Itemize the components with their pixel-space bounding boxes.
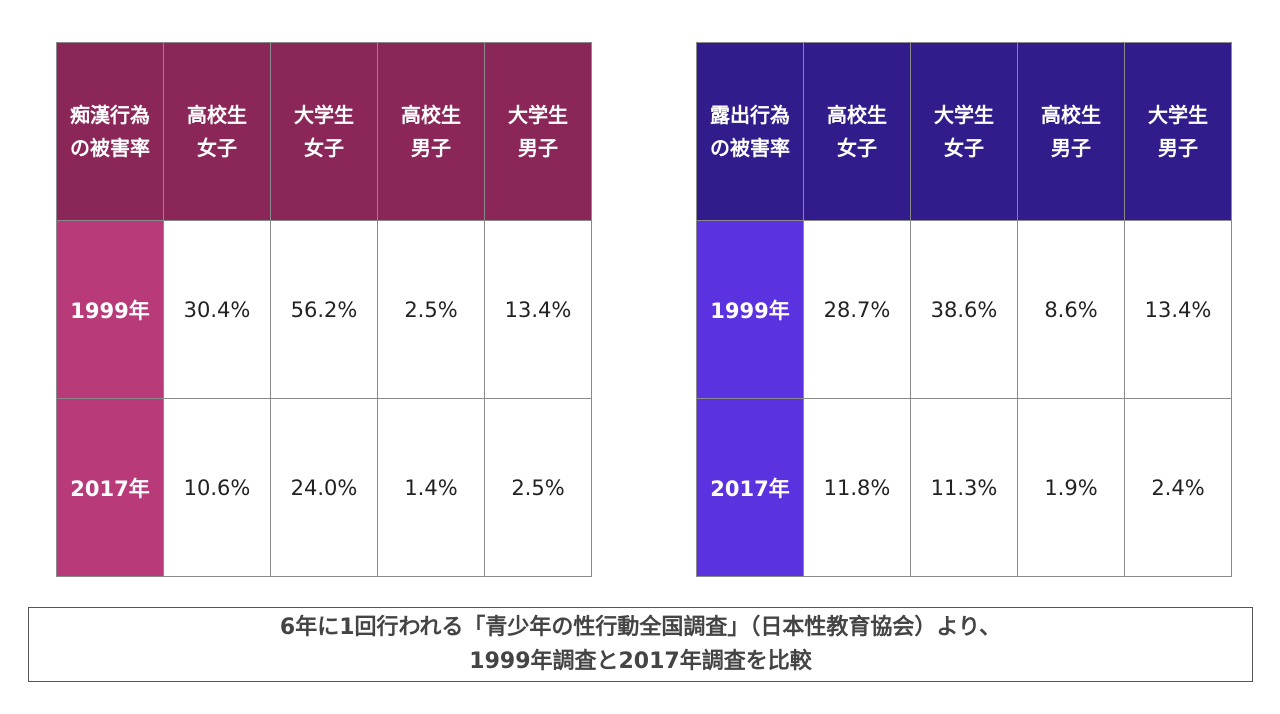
table-cell: 11.3% (910, 398, 1018, 577)
corner-line-2: の被害率 (70, 135, 150, 160)
molestation-victim-rate-table: 痴漢行為 の被害率 高校生 女子 大学生 女子 高校生 男子 大学生 男子 1999年 30.4% 56… (56, 42, 592, 577)
table-cell: 2.5% (484, 398, 592, 577)
column-header-line-2: 女子 (197, 135, 237, 160)
column-header-line-2: 男子 (411, 135, 451, 160)
corner-line-1: 露出行為 (710, 102, 790, 127)
column-header-line-2: 女子 (304, 135, 344, 160)
table-cell: 1.9% (1017, 398, 1125, 577)
table-row: 1999年 28.7% 38.6% 8.6% 13.4% (696, 220, 1232, 399)
column-header-line-1: 高校生 (827, 102, 887, 127)
column-header-line-2: 女子 (944, 135, 984, 160)
table-cell: 2.4% (1124, 398, 1232, 577)
table-cell: 38.6% (910, 220, 1018, 399)
column-header-line-1: 大学生 (934, 102, 994, 127)
column-header-line-2: 女子 (837, 135, 877, 160)
header-row: 露出行為 の被害率 高校生 女子 大学生 女子 高校生 男子 大学生 男子 (696, 42, 1232, 221)
column-header-line-1: 大学生 (1148, 102, 1208, 127)
table-row: 2017年 11.8% 11.3% 1.9% 2.4% (696, 398, 1232, 577)
table-cell: 11.8% (803, 398, 911, 577)
column-header-line-2: 男子 (1051, 135, 1091, 160)
column-header-line-1: 高校生 (401, 102, 461, 127)
table-cell: 10.6% (163, 398, 271, 577)
table-cell: 2.5% (377, 220, 485, 399)
header-row: 痴漢行為 の被害率 高校生 女子 大学生 女子 高校生 男子 大学生 男子 (56, 42, 592, 221)
row-year-label: 2017年 (56, 398, 164, 577)
column-header: 高校生 女子 (803, 42, 911, 221)
table-row: 1999年 30.4% 56.2% 2.5% 13.4% (56, 220, 592, 399)
table-row: 2017年 10.6% 24.0% 1.4% 2.5% (56, 398, 592, 577)
column-header: 大学生 女子 (910, 42, 1018, 221)
column-header: 大学生 男子 (484, 42, 592, 221)
column-header: 高校生 男子 (1017, 42, 1125, 221)
column-header: 大学生 男子 (1124, 42, 1232, 221)
table-cell: 30.4% (163, 220, 271, 399)
corner-header: 痴漢行為 の被害率 (56, 42, 164, 221)
column-header: 高校生 女子 (163, 42, 271, 221)
column-header: 大学生 女子 (270, 42, 378, 221)
column-header: 高校生 男子 (377, 42, 485, 221)
column-header-line-1: 高校生 (187, 102, 247, 127)
row-year-label: 1999年 (696, 220, 804, 399)
corner-line-1: 痴漢行為 (70, 102, 150, 127)
source-note-line-2: 1999年調査と2017年調査を比較 (469, 649, 812, 674)
column-header-line-1: 高校生 (1041, 102, 1101, 127)
column-header-line-1: 大学生 (294, 102, 354, 127)
source-note: 6年に1回行われる「青少年の性行動全国調査」（日本性教育協会）より、 1999年… (28, 607, 1253, 682)
row-year-label: 1999年 (56, 220, 164, 399)
column-header-line-2: 男子 (1158, 135, 1198, 160)
column-header-line-1: 大学生 (508, 102, 568, 127)
row-year-label: 2017年 (696, 398, 804, 577)
table-cell: 13.4% (484, 220, 592, 399)
source-note-line-1: 6年に1回行われる「青少年の性行動全国調査」（日本性教育協会）より、 (279, 615, 1002, 640)
table-cell: 56.2% (270, 220, 378, 399)
corner-header: 露出行為 の被害率 (696, 42, 804, 221)
table-cell: 8.6% (1017, 220, 1125, 399)
table-cell: 13.4% (1124, 220, 1232, 399)
table-cell: 28.7% (803, 220, 911, 399)
column-header-line-2: 男子 (518, 135, 558, 160)
exposure-victim-rate-table: 露出行為 の被害率 高校生 女子 大学生 女子 高校生 男子 大学生 男子 1999年 28.7% 38… (696, 42, 1232, 577)
table-cell: 24.0% (270, 398, 378, 577)
table-cell: 1.4% (377, 398, 485, 577)
corner-line-2: の被害率 (710, 135, 790, 160)
